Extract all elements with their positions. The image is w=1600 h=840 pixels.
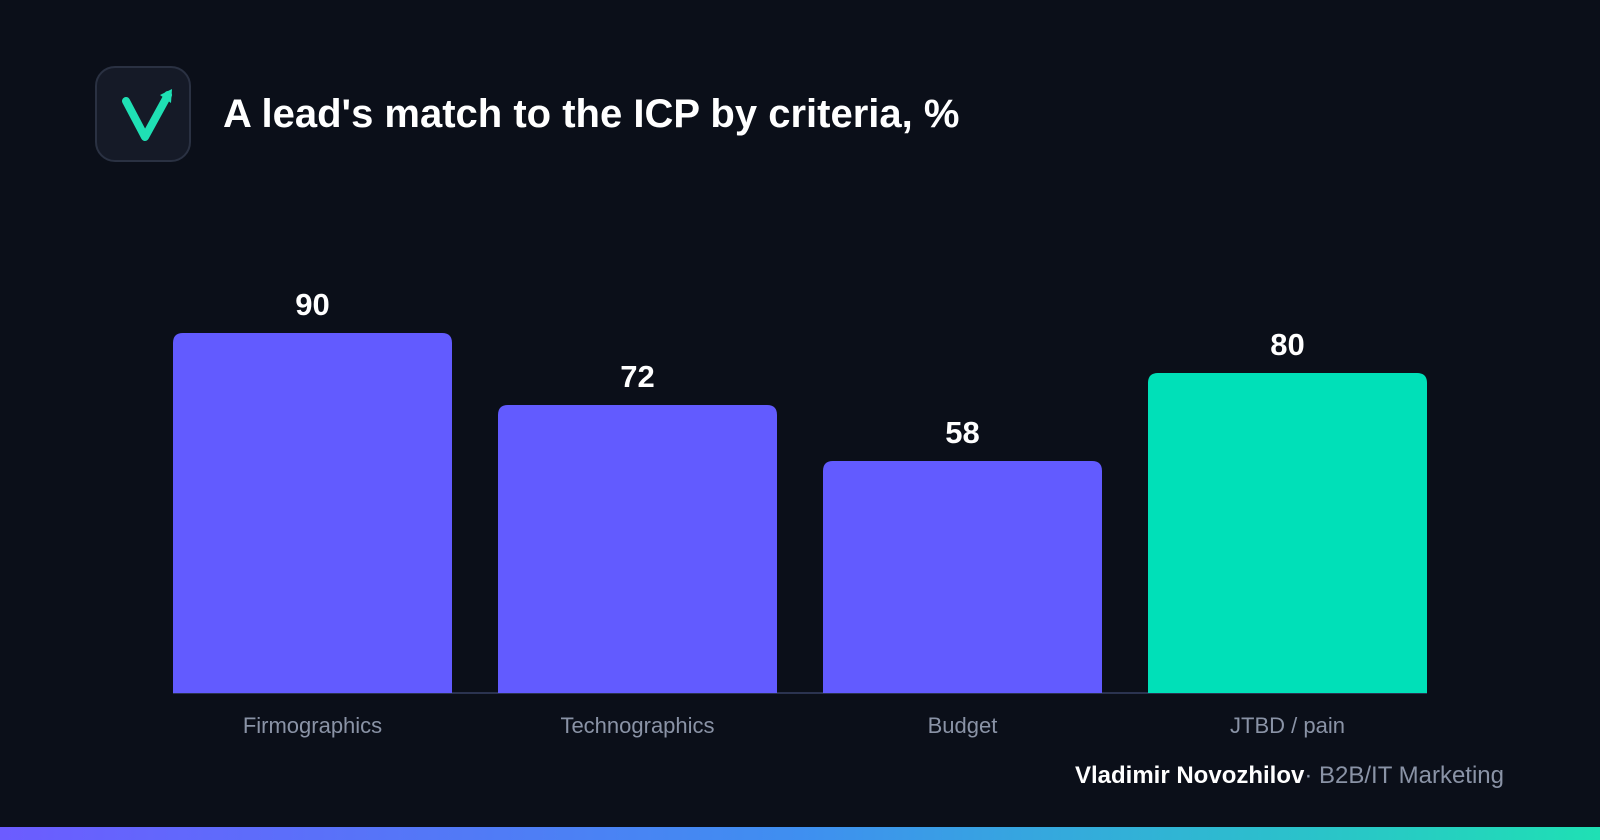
category-tick-label: Firmographics: [243, 713, 382, 738]
bar-value-label: 80: [1270, 327, 1304, 362]
checkmark-arrow-icon: [122, 89, 172, 141]
category-tick-label: Technographics: [560, 713, 714, 738]
bar-budget: [823, 461, 1102, 693]
author-name: Vladimir Novozhilov: [1074, 762, 1305, 789]
category-tick-label: JTBD / pain: [1230, 713, 1345, 738]
category-tick-label: Budget: [928, 713, 998, 738]
bar-value-label: 72: [620, 359, 654, 394]
bar-value-label: 58: [945, 415, 979, 450]
bar-firmographics: [173, 333, 452, 693]
author-credit: Vladimir Novozhilov· B2B/IT Marketing: [1075, 761, 1504, 791]
bar-jtbd-pain: [1148, 373, 1427, 693]
bar-value-label: 90: [295, 287, 329, 322]
gradient-footer-bar: [0, 827, 1600, 840]
author-role: B2B/IT Marketing: [1312, 762, 1504, 789]
logo-badge: [95, 66, 191, 162]
bar-technographics: [498, 405, 777, 693]
credit-separator: ·: [1304, 762, 1313, 789]
chart-title: A lead's match to the ICP by criteria, %: [223, 92, 960, 136]
